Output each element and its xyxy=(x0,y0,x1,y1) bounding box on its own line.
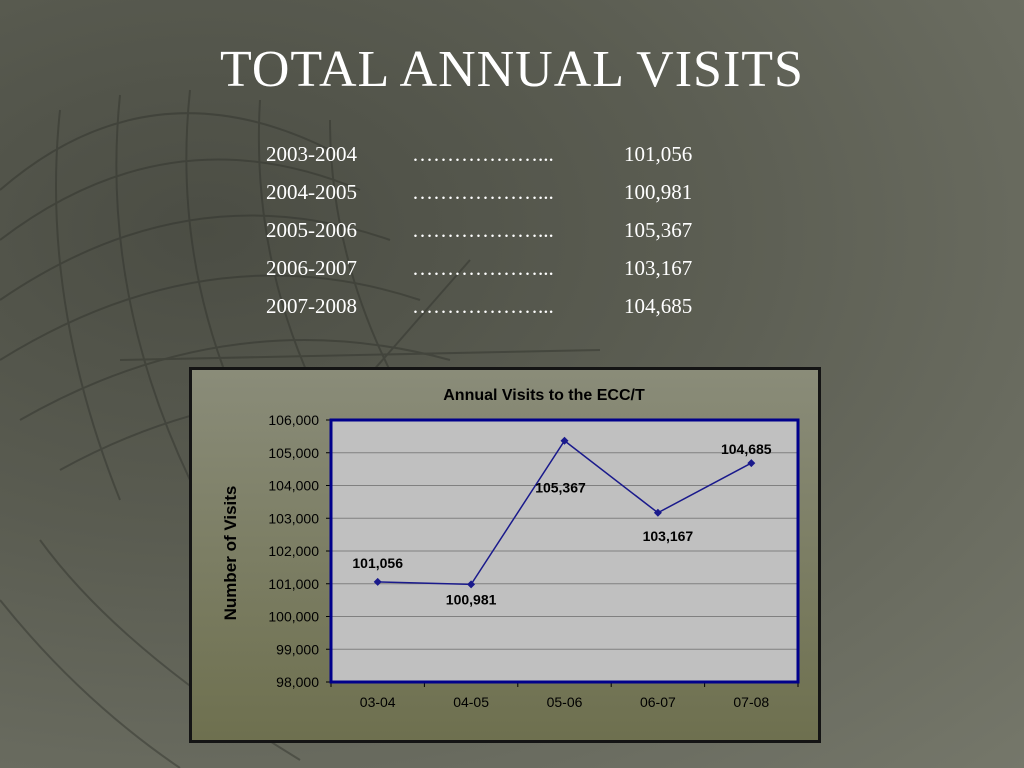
y-tick-label: 99,000 xyxy=(276,641,319,657)
table-leader-dots: ………………... xyxy=(412,294,554,318)
table-year: 2006-2007 xyxy=(266,256,357,280)
y-tick-label: 100,000 xyxy=(268,609,319,625)
table-value: 100,981 xyxy=(624,180,693,204)
y-tick-label: 102,000 xyxy=(268,543,319,559)
data-point-marker xyxy=(747,459,756,468)
y-tick-label: 103,000 xyxy=(268,510,319,526)
table-leader-dots: ………………... xyxy=(412,142,554,166)
x-tick-label: 05-06 xyxy=(547,694,583,710)
table-year: 2007-2008 xyxy=(266,294,357,318)
data-label: 100,981 xyxy=(446,591,497,607)
data-point-marker xyxy=(467,580,476,589)
data-label: 105,367 xyxy=(535,480,586,496)
table-value: 103,167 xyxy=(624,256,693,280)
data-label: 104,685 xyxy=(721,441,772,457)
x-tick-label: 04-05 xyxy=(453,694,489,710)
x-tick-label: 07-08 xyxy=(733,694,769,710)
y-tick-label: 98,000 xyxy=(276,674,319,690)
table-year: 2003-2004 xyxy=(266,142,357,166)
table-row: 2005-2006 ………………... 105,367 xyxy=(266,218,726,256)
table-value: 105,367 xyxy=(624,218,693,242)
slide-title: TOTAL ANNUAL VISITS xyxy=(220,41,804,98)
data-point-marker xyxy=(560,436,569,445)
data-label: 101,056 xyxy=(352,555,403,571)
table-value: 101,056 xyxy=(624,142,693,166)
table-year: 2005-2006 xyxy=(266,218,357,242)
y-tick-label: 101,000 xyxy=(268,576,319,592)
x-tick-label: 03-04 xyxy=(360,694,396,710)
line-chart: Annual Visits to the ECC/T Number of Vis… xyxy=(221,387,800,710)
data-point-marker xyxy=(373,577,382,586)
chart-title: Annual Visits to the ECC/T xyxy=(443,387,645,404)
x-tick-label: 06-07 xyxy=(640,694,676,710)
y-tick-label: 106,000 xyxy=(268,412,319,428)
table-row: 2007-2008 ………………... 104,685 xyxy=(266,294,726,332)
table-row: 2003-2004 ………………... 101,056 xyxy=(266,142,726,180)
table-row: 2006-2007 ………………... 103,167 xyxy=(266,256,726,294)
data-point-marker xyxy=(653,508,662,517)
table-leader-dots: ………………... xyxy=(412,256,554,280)
table-row: 2004-2005 ………………... 100,981 xyxy=(266,180,726,218)
y-tick-label: 105,000 xyxy=(268,445,319,461)
y-axis-label: Number of Visits xyxy=(221,486,240,621)
data-label: 103,167 xyxy=(643,528,694,544)
plot-border xyxy=(329,418,800,684)
table-year: 2004-2005 xyxy=(266,180,357,204)
table-leader-dots: ………………... xyxy=(412,180,554,204)
annual-visits-table: 2003-2004 ………………... 101,056 2004-2005 ……… xyxy=(266,142,726,332)
table-leader-dots: ………………... xyxy=(412,218,554,242)
chart-frame: Annual Visits to the ECC/T Number of Vis… xyxy=(189,367,821,743)
y-tick-label: 104,000 xyxy=(268,478,319,494)
table-value: 104,685 xyxy=(624,294,693,318)
